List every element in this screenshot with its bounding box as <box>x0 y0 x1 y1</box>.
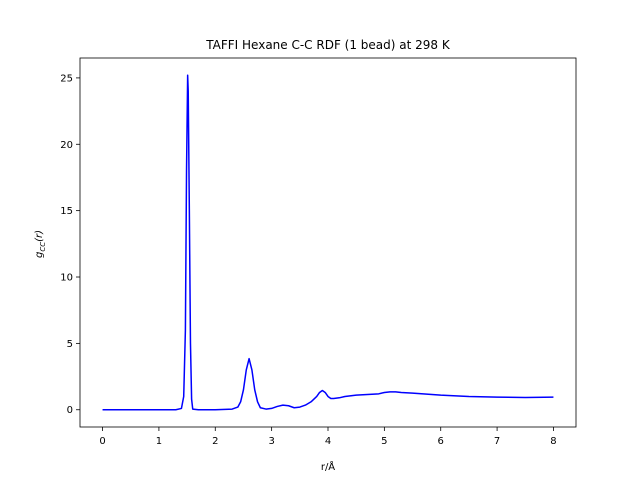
y-tick-label: 20 <box>60 140 73 151</box>
y-axis-label-main: g <box>34 252 45 258</box>
y-axis-label-sub: CC <box>39 242 47 252</box>
x-tick-label: 0 <box>99 436 105 447</box>
y-axis-label: gCC(r) <box>34 230 47 258</box>
y-tick-label: 10 <box>60 273 73 284</box>
x-tick-label: 6 <box>438 436 444 447</box>
y-axis-label-arg: (r) <box>34 230 45 242</box>
x-axis: 0 1 2 3 4 5 6 7 8 <box>99 427 557 447</box>
y-tick-label: 5 <box>67 339 73 350</box>
series-line <box>102 74 554 411</box>
y-tick-label: 15 <box>60 206 73 217</box>
x-axis-label: r/Å <box>321 460 335 473</box>
chart-title: TAFFI Hexane C-C RDF (1 bead) at 298 K <box>205 38 451 52</box>
x-tick-label: 3 <box>268 436 274 447</box>
x-tick-label: 4 <box>325 436 331 447</box>
x-tick-label: 5 <box>381 436 387 447</box>
x-tick-label: 7 <box>494 436 500 447</box>
y-tick-label: 0 <box>67 405 73 416</box>
x-tick-label: 2 <box>212 436 218 447</box>
y-axis: 0 5 10 15 20 25 <box>60 73 80 416</box>
x-tick-label: 8 <box>550 436 556 447</box>
x-tick-label: 1 <box>156 436 162 447</box>
y-tick-label: 25 <box>60 73 73 84</box>
